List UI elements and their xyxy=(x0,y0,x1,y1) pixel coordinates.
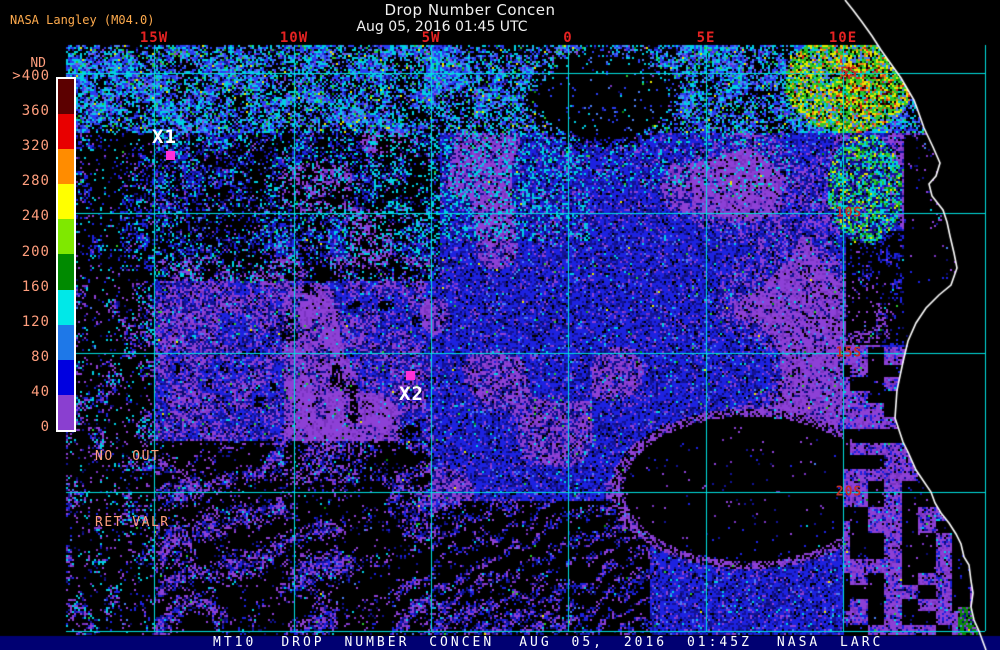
credit-label: NASA Langley (M04.0) xyxy=(10,13,155,27)
colorbar-tick-0: 0 xyxy=(40,419,50,435)
lat-label-15S: 15S xyxy=(835,345,863,361)
status-bar-segment-1: DROP NUMBER CONCEN xyxy=(281,635,495,650)
colorbar-tick-320: 320 xyxy=(21,138,50,155)
colorbar-tick-160: 160 xyxy=(21,278,50,295)
no-retrieval-line1: NO OUT xyxy=(95,449,161,464)
colorbar-segment-3 xyxy=(58,184,74,220)
colorbar-tick-gt400: >400 xyxy=(12,68,50,84)
colorbar xyxy=(56,77,76,432)
status-bar-segment-3: NASA LARC xyxy=(776,635,884,650)
page-title: Drop Number Concen xyxy=(384,1,556,19)
lon-label-10E: 10E xyxy=(828,30,858,46)
colorbar-segment-4 xyxy=(58,219,74,255)
colorbar-segment-5 xyxy=(58,254,74,290)
lat-label-10S: 10S xyxy=(835,205,863,221)
no-retrieval-label: NO OUT RET VALR xyxy=(95,402,170,578)
colorbar-segment-7 xyxy=(58,324,74,360)
colorbar-tick-80: 80 xyxy=(31,348,50,365)
lon-label-5W: 5W xyxy=(421,30,441,46)
colorbar-units-label: ND xyxy=(30,56,46,71)
colorbar-tick-240: 240 xyxy=(21,208,50,225)
colorbar-tick-280: 280 xyxy=(21,173,50,190)
timestamp-label: Aug 05, 2016 01:45 UTC xyxy=(356,19,528,35)
colorbar-tick-360: 360 xyxy=(21,103,50,120)
lon-label-10W: 10W xyxy=(279,30,309,46)
marker-dot-X1 xyxy=(166,151,175,160)
lon-label-0: 0 xyxy=(563,30,573,46)
colorbar-tick-labels: >400 360 320 280 240 200 160 120 80 40 0 xyxy=(0,0,52,460)
colorbar-segment-1 xyxy=(58,114,74,150)
colorbar-segment-2 xyxy=(58,149,74,185)
colorbar-tick-200: 200 xyxy=(21,243,50,260)
marker-label-X2: X2 xyxy=(399,383,424,405)
lat-label-20S: 20S xyxy=(835,484,863,500)
colorbar-tick-120: 120 xyxy=(21,313,50,330)
marker-dot-X2 xyxy=(406,371,415,380)
no-retrieval-line2: RET VALR xyxy=(95,515,170,530)
colorbar-segment-0 xyxy=(58,79,74,115)
lon-label-5E: 5E xyxy=(696,30,716,46)
status-bar-segment-0: MT10 xyxy=(213,635,257,650)
colorbar-tick-40: 40 xyxy=(31,383,50,400)
colorbar-segment-8 xyxy=(58,359,74,395)
status-bar: MT10 DROP NUMBER CONCEN AUG 05, 2016 01:45… xyxy=(213,635,883,650)
lon-label-15W: 15W xyxy=(139,30,169,46)
colorbar-segment-6 xyxy=(58,289,74,325)
lat-label-5S: 5S xyxy=(840,65,858,81)
status-bar-segment-2: AUG 05, 2016 01:45Z xyxy=(519,635,752,650)
marker-label-X1: X1 xyxy=(152,126,177,148)
colorbar-segment-9 xyxy=(58,394,74,430)
